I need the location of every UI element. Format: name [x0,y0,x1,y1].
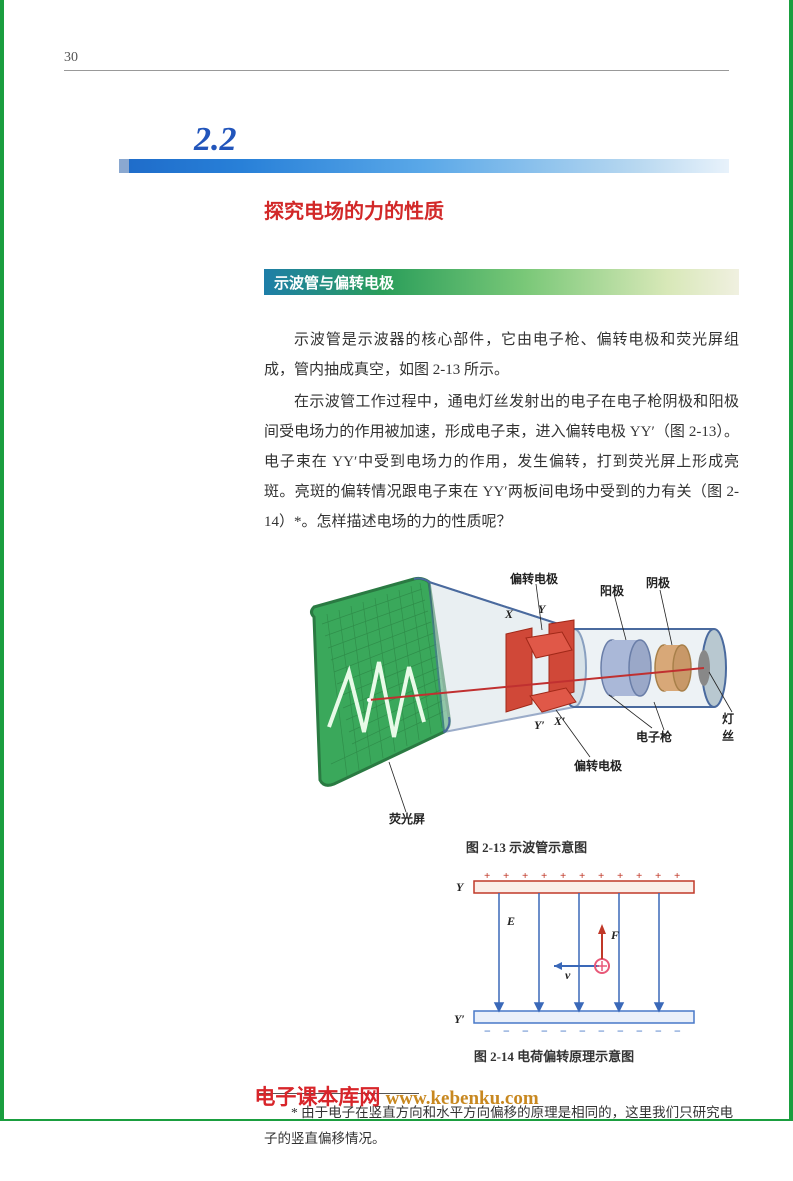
sub-heading-bar: 示波管与偏转电极 [264,269,739,295]
svg-text:+: + [522,870,528,882]
svg-text:+: + [598,870,604,882]
label-deflection-bottom: 偏转电极 [574,757,622,774]
svg-text:+: + [503,870,509,882]
label-Y: Y [538,602,545,617]
svg-text:−: − [655,1024,662,1038]
label-electron-gun: 电子枪 [636,728,672,745]
watermark-url: www.kebenku.com [386,1088,539,1109]
figure-2-14-caption: 图 2-14 电荷偏转原理示意图 [414,1046,694,1065]
svg-text:+: + [579,870,585,882]
label-Y-prime: Y′ [534,718,545,733]
svg-text:−: − [484,1024,491,1038]
svg-text:−: − [503,1024,510,1038]
label-v: v [565,968,570,983]
svg-text:+: + [674,870,680,882]
section-number: 2.2 [194,121,729,159]
section-title: 探究电场的力的性质 [264,195,729,224]
paragraph-2: 在示波管工作过程中，通电灯丝发射出的电子在电子枪阴极和阳极间受电场力的作用被加速… [264,387,739,537]
label-F: F [611,928,619,943]
body-text: 示波管是示波器的核心部件，它由电子枪、偏转电极和荧光屏组成，管内抽成真空，如图 … [264,325,739,537]
svg-text:−: − [674,1024,681,1038]
svg-text:+: + [560,870,566,882]
label-X: X [505,607,513,622]
svg-text:−: − [579,1024,586,1038]
watermark-text: 电子课本库网 [254,1085,380,1109]
page-number: 30 [64,50,729,71]
paragraph-1: 示波管是示波器的核心部件，它由电子枪、偏转电极和荧光屏组成，管内抽成真空，如图 … [264,325,739,385]
label-Y-214: Y [456,880,463,895]
label-E: E [507,914,515,929]
label-anode: 阳极 [600,582,624,599]
svg-text:−: − [636,1024,643,1038]
label-deflection-top: 偏转电极 [510,570,558,587]
svg-text:+: + [655,870,661,882]
label-cathode: 阴极 [646,574,670,591]
label-filament: 灯丝 [722,710,744,744]
svg-text:−: − [541,1024,548,1038]
svg-text:−: − [560,1024,567,1038]
svg-text:+: + [617,870,623,882]
svg-text:−: − [522,1024,529,1038]
svg-text:+: + [636,870,642,882]
svg-text:+: + [541,870,547,882]
section-gradient-bar [119,159,729,173]
watermark: 电子课本库网 www.kebenku.com [4,1081,789,1111]
svg-text:−: − [617,1024,624,1038]
svg-text:−: − [598,1024,605,1038]
figure-2-13: 偏转电极 阳极 阴极 灯丝 电子枪 偏转电极 荧光屏 X Y Y′ X′ [294,552,744,832]
figure-2-14: +++ +++ +++ ++ −−− −−− −−− −− [434,866,724,1041]
label-fluorescent-screen: 荧光屏 [389,810,425,827]
svg-text:+: + [484,870,490,882]
label-Y-prime-214: Y′ [454,1012,465,1027]
label-X-prime: X′ [554,714,565,729]
figure-2-13-caption: 图 2-13 示波管示意图 [324,837,729,856]
